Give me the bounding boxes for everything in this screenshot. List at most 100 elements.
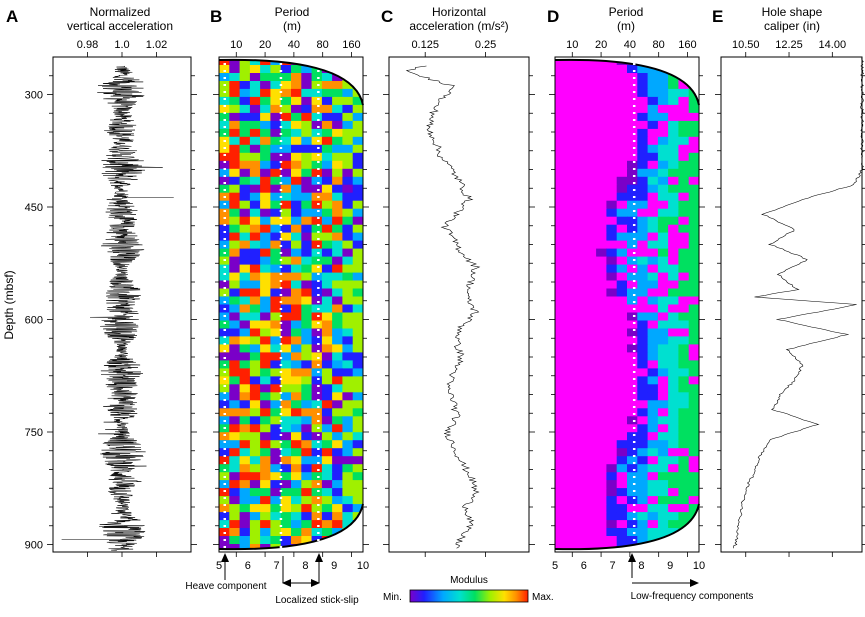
panel-b-cell bbox=[280, 248, 292, 258]
panel-d-cell bbox=[668, 368, 679, 377]
panel-d-cell bbox=[565, 240, 577, 250]
panel-b-cell bbox=[352, 224, 363, 234]
panel-b-cell bbox=[301, 424, 313, 433]
panel-d-cell bbox=[627, 464, 638, 473]
panel-b-cell bbox=[311, 240, 323, 250]
panel-b-cell bbox=[229, 440, 241, 449]
panel-d-cell bbox=[637, 528, 649, 537]
panel-d-cell bbox=[555, 128, 566, 138]
panel-c-top-tick-label: 0.25 bbox=[475, 39, 496, 51]
panel-d-cell bbox=[647, 472, 659, 481]
panel-b-cell bbox=[280, 312, 292, 322]
panel-b-cell bbox=[311, 120, 323, 130]
panel-b-cell bbox=[280, 176, 292, 186]
panel-d-cell bbox=[606, 136, 618, 146]
panel-b-cell bbox=[321, 488, 333, 497]
panel-b-cell bbox=[291, 136, 302, 146]
panel-b-cell bbox=[321, 368, 333, 377]
panel-d-cell bbox=[627, 312, 638, 322]
panel-b-cell bbox=[270, 432, 282, 441]
panel-d-cell bbox=[596, 400, 607, 409]
panel-d-cell bbox=[575, 144, 587, 154]
panel-b-cell bbox=[239, 344, 251, 353]
panel-d-cell bbox=[585, 368, 597, 377]
panel-b-cell bbox=[301, 368, 313, 377]
panel-d-cell bbox=[585, 280, 597, 290]
panel-d-cell bbox=[627, 456, 638, 465]
colorbar-bar bbox=[409, 589, 529, 603]
panel-b-cell bbox=[219, 232, 230, 242]
panel-d-cell bbox=[575, 344, 587, 353]
panel-b-cell bbox=[219, 112, 230, 122]
panel-d-cell bbox=[575, 464, 587, 473]
panel-b-cell bbox=[311, 136, 323, 146]
panel-d-cell bbox=[637, 208, 649, 218]
panel-b-cell bbox=[342, 112, 354, 122]
panel-d-cell bbox=[606, 400, 618, 409]
panel-d-cell bbox=[668, 440, 679, 449]
panel-b-cell bbox=[321, 160, 333, 170]
panel-b-cell bbox=[352, 432, 363, 441]
panel-b-cell bbox=[291, 536, 302, 545]
panel-d-cell bbox=[616, 192, 628, 202]
panel-d-cell bbox=[627, 480, 638, 489]
panel-d-cell bbox=[575, 320, 587, 330]
panel-d-cell bbox=[668, 160, 679, 170]
panel-d-cell bbox=[637, 536, 649, 545]
panel-d-cell bbox=[678, 416, 690, 425]
panel-d-cell bbox=[596, 464, 607, 473]
panel-d-cell bbox=[647, 120, 659, 130]
panel-b-cell bbox=[311, 216, 323, 226]
panel-d-cell bbox=[575, 280, 587, 290]
panel-d-cell bbox=[647, 73, 659, 82]
panel-d-cell bbox=[688, 424, 699, 433]
panel-b-cell bbox=[311, 424, 323, 433]
panel-b-cell bbox=[239, 112, 251, 122]
panel-b-cell bbox=[321, 73, 333, 82]
panel-d-cell bbox=[565, 328, 577, 338]
panel-b-cell bbox=[249, 216, 261, 226]
panel-b-cell bbox=[301, 312, 313, 322]
panel-b-cell bbox=[219, 376, 230, 385]
panel-b-letter: B bbox=[210, 7, 222, 26]
panel-b-cell bbox=[219, 296, 230, 306]
panel-d-cell bbox=[575, 73, 587, 82]
panel-d-cell bbox=[627, 144, 638, 154]
panel-b-cell bbox=[311, 336, 323, 345]
panel-b-cell bbox=[270, 81, 282, 90]
panel-d-cell bbox=[637, 288, 649, 298]
panel-b-cell bbox=[239, 104, 251, 114]
panel-b-cell bbox=[321, 512, 333, 521]
panel-b-cell bbox=[352, 192, 363, 202]
panel-b-cell bbox=[291, 336, 302, 345]
panel-d-cell bbox=[627, 376, 638, 385]
panel-b-cell bbox=[342, 176, 354, 186]
panel-d-cell bbox=[606, 392, 618, 401]
panel-d-cell bbox=[668, 128, 679, 138]
panel-d-cell bbox=[606, 96, 618, 106]
panel-d-cell bbox=[647, 112, 659, 122]
panel-b-cell bbox=[311, 480, 323, 489]
panel-b-cell bbox=[311, 272, 323, 282]
panel-b-cell bbox=[249, 224, 261, 234]
panel-d-cell bbox=[575, 240, 587, 250]
panel-d-cell bbox=[657, 424, 669, 433]
panel-d-cell bbox=[606, 336, 618, 345]
panel-b-cell bbox=[280, 456, 292, 465]
panel-d-cell bbox=[565, 272, 577, 282]
panel-b-cell bbox=[342, 360, 354, 369]
heave-label: Heave component bbox=[185, 581, 266, 592]
panel-d-cell bbox=[678, 520, 690, 529]
panel-b-cell bbox=[311, 384, 323, 393]
panel-d-cell bbox=[647, 296, 659, 306]
panel-b-cell bbox=[219, 496, 230, 505]
panel-b-cell bbox=[239, 240, 251, 250]
panel-b-cell bbox=[249, 424, 261, 433]
panel-d-cell bbox=[647, 280, 659, 290]
panel-d-cell bbox=[678, 264, 690, 274]
panel-d-cell bbox=[637, 512, 649, 521]
panel-d-cell bbox=[555, 424, 566, 433]
panel-b-cell bbox=[260, 88, 271, 98]
panel-b-cell bbox=[280, 88, 292, 98]
panel-b-cell bbox=[270, 464, 282, 473]
